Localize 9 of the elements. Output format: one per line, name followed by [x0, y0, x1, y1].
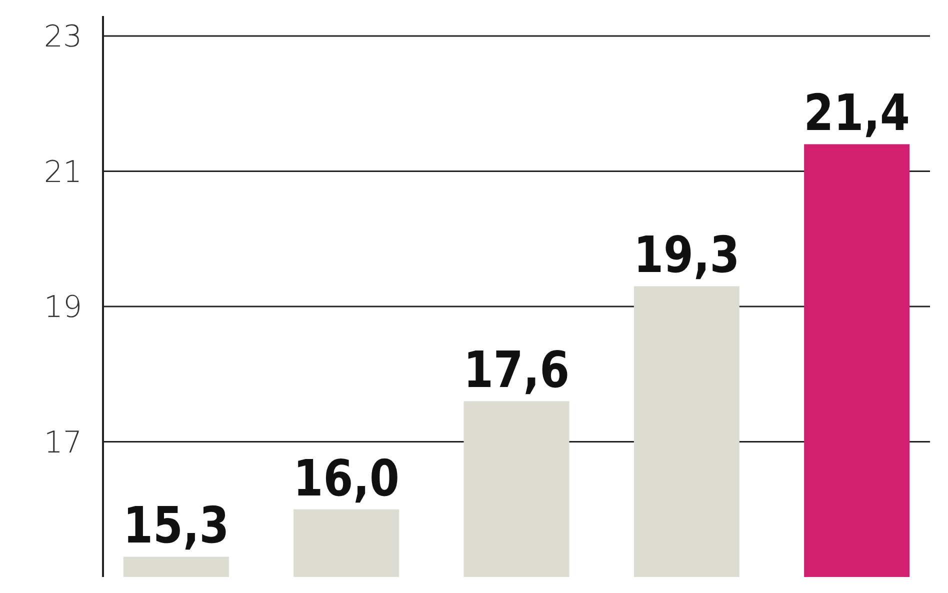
y-tick-label: 17 — [44, 425, 82, 460]
y-tick-label: 19 — [44, 290, 82, 325]
y-tick-label: 21 — [44, 154, 82, 190]
data-label: 19,3 — [634, 226, 740, 284]
y-tick-label: 23 — [44, 20, 82, 54]
data-label: 16,0 — [293, 449, 400, 508]
data-label: 21,4 — [804, 84, 910, 142]
data-label: 17,6 — [463, 341, 570, 399]
data-label: 15,3 — [123, 496, 230, 555]
